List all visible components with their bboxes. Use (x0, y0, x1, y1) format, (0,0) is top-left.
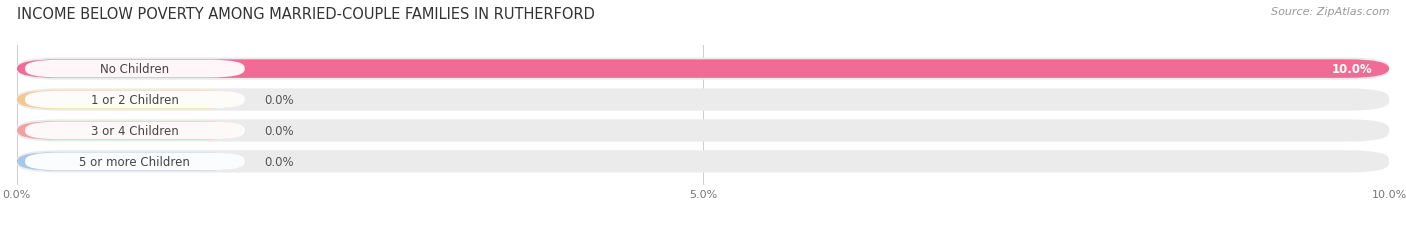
FancyBboxPatch shape (25, 122, 245, 140)
FancyBboxPatch shape (17, 151, 1389, 173)
Text: 1 or 2 Children: 1 or 2 Children (91, 94, 179, 106)
FancyBboxPatch shape (25, 153, 245, 170)
FancyBboxPatch shape (25, 91, 245, 109)
Text: 0.0%: 0.0% (264, 155, 294, 168)
Text: 5 or more Children: 5 or more Children (80, 155, 190, 168)
FancyBboxPatch shape (17, 122, 243, 140)
FancyBboxPatch shape (17, 58, 1389, 80)
FancyBboxPatch shape (17, 120, 1389, 142)
FancyBboxPatch shape (17, 152, 243, 171)
Text: Source: ZipAtlas.com: Source: ZipAtlas.com (1271, 7, 1389, 17)
Text: 0.0%: 0.0% (264, 94, 294, 106)
FancyBboxPatch shape (25, 61, 245, 78)
FancyBboxPatch shape (17, 89, 1389, 111)
FancyBboxPatch shape (17, 91, 243, 109)
Text: INCOME BELOW POVERTY AMONG MARRIED-COUPLE FAMILIES IN RUTHERFORD: INCOME BELOW POVERTY AMONG MARRIED-COUPL… (17, 7, 595, 22)
Text: 10.0%: 10.0% (1331, 63, 1372, 76)
Text: 0.0%: 0.0% (264, 125, 294, 137)
FancyBboxPatch shape (17, 60, 1389, 79)
Text: No Children: No Children (100, 63, 170, 76)
Text: 3 or 4 Children: 3 or 4 Children (91, 125, 179, 137)
